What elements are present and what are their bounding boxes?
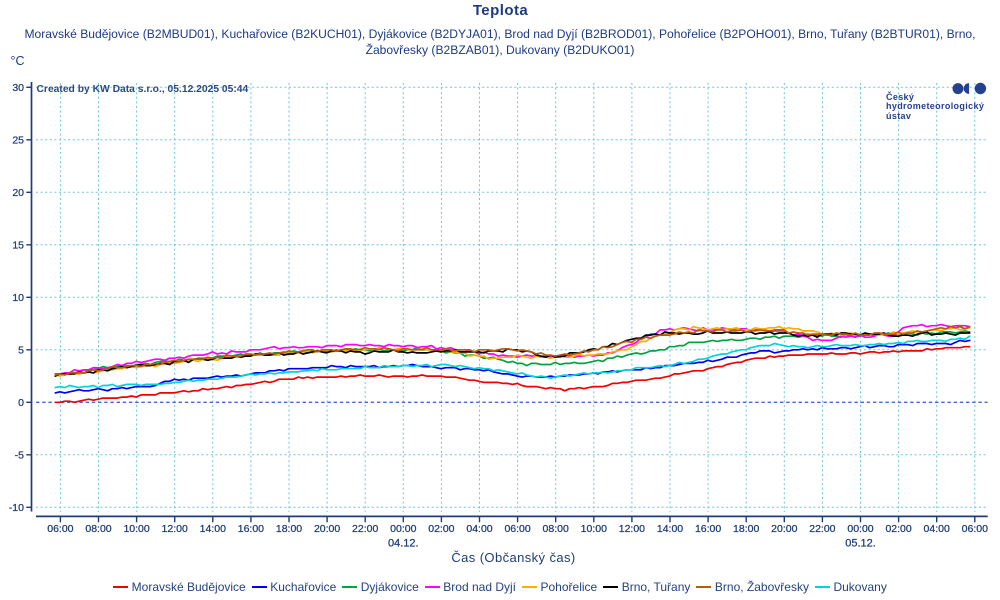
svg-text:04.12.: 04.12. (388, 538, 419, 550)
svg-text:16:00: 16:00 (238, 523, 264, 535)
svg-text:25: 25 (12, 135, 24, 147)
svg-text:08:00: 08:00 (543, 523, 569, 535)
svg-text:06:00: 06:00 (962, 523, 988, 535)
svg-text:20: 20 (12, 187, 24, 199)
svg-text:06:00: 06:00 (47, 523, 73, 535)
svg-text:0: 0 (18, 397, 24, 409)
svg-text:05.12.: 05.12. (845, 538, 876, 550)
svg-text:12:00: 12:00 (162, 523, 188, 535)
svg-text:08:00: 08:00 (85, 523, 111, 535)
svg-text:22:00: 22:00 (352, 523, 378, 535)
svg-text:30: 30 (12, 82, 24, 94)
svg-text:02:00: 02:00 (428, 523, 454, 535)
svg-text:06:00: 06:00 (504, 523, 530, 535)
svg-text:16:00: 16:00 (695, 523, 721, 535)
svg-text:10: 10 (12, 292, 24, 304)
svg-text:14:00: 14:00 (657, 523, 683, 535)
svg-text:00:00: 00:00 (847, 523, 873, 535)
svg-text:-5: -5 (15, 450, 24, 462)
svg-text:02:00: 02:00 (885, 523, 911, 535)
svg-text:12:00: 12:00 (619, 523, 645, 535)
svg-text:14:00: 14:00 (200, 523, 226, 535)
svg-text:20:00: 20:00 (314, 523, 340, 535)
svg-text:04:00: 04:00 (466, 523, 492, 535)
svg-text:22:00: 22:00 (809, 523, 835, 535)
svg-text:00:00: 00:00 (390, 523, 416, 535)
svg-text:10:00: 10:00 (123, 523, 149, 535)
svg-text:5: 5 (18, 345, 24, 357)
svg-text:15: 15 (12, 240, 24, 252)
svg-text:10:00: 10:00 (581, 523, 607, 535)
svg-text:18:00: 18:00 (276, 523, 302, 535)
svg-text:04:00: 04:00 (924, 523, 950, 535)
svg-text:20:00: 20:00 (771, 523, 797, 535)
svg-text:°C: °C (11, 54, 25, 68)
svg-text:18:00: 18:00 (733, 523, 759, 535)
svg-text:-10: -10 (9, 502, 24, 514)
